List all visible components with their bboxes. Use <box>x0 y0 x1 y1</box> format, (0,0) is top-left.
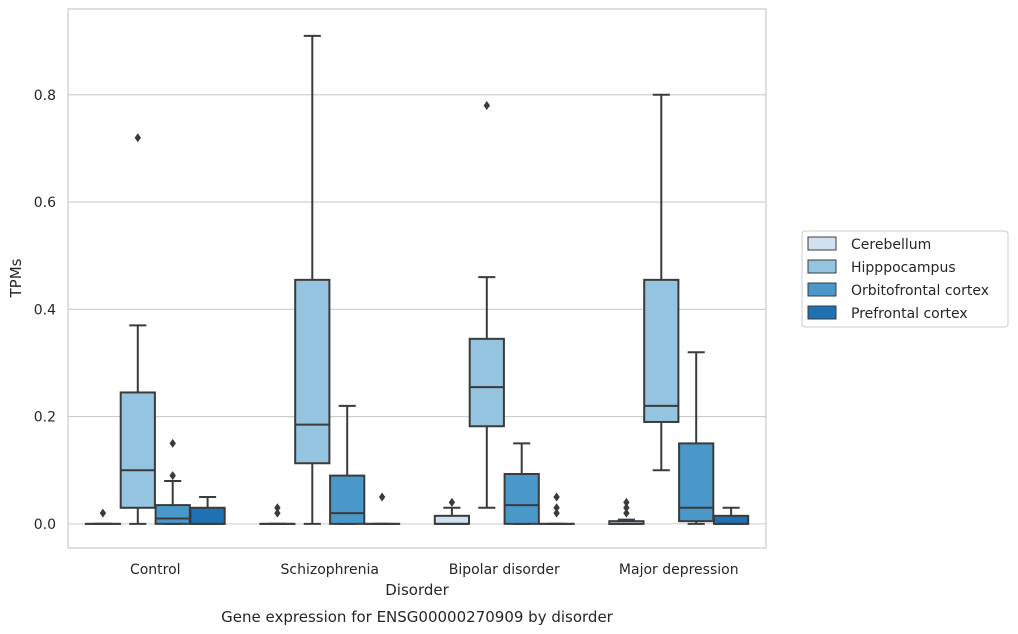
box-body <box>119 391 156 509</box>
outlier-point <box>448 497 456 507</box>
legend: Cerebellum Hipppocampus Orbitofrontal cort… <box>801 230 1009 328</box>
box-hipppocampus <box>119 133 156 525</box>
outlier-point <box>274 508 281 518</box>
outlier-point <box>483 101 490 111</box>
box-body <box>678 442 715 523</box>
y-tick-label: 0.0 <box>34 517 56 533</box>
outlier-point <box>623 503 630 513</box>
outlier-point <box>623 508 630 518</box>
box-body <box>189 506 226 525</box>
box-orbitofrontal-cortex <box>154 438 191 525</box>
box-hipppocampus <box>294 34 331 525</box>
y-tick-label: 0.8 <box>34 88 56 104</box>
outlier-point <box>553 503 560 513</box>
outlier-point <box>99 508 107 518</box>
box-prefrontal-cortex <box>712 506 750 525</box>
legend-swatch <box>807 282 837 297</box>
box-body <box>643 278 680 423</box>
chart-caption: Gene expression for ENSG00000270909 by d… <box>221 608 614 626</box>
legend-entry: Cerebellum <box>851 237 931 253</box>
x-axis-label: Disorder <box>385 581 449 599</box>
outlier-point <box>169 438 176 448</box>
box-prefrontal-cortex <box>189 496 226 525</box>
box-cerebellum <box>259 503 296 525</box>
y-axis-ticks: 0.0 0.2 0.4 0.6 0.8 <box>34 88 56 533</box>
box-orbitofrontal-cortex <box>503 442 540 525</box>
box-prefrontal-cortex <box>538 492 575 525</box>
outlier-point <box>553 492 560 502</box>
box-body <box>329 474 366 525</box>
legend-swatch <box>807 305 837 320</box>
y-tick-label: 0.4 <box>34 302 56 318</box>
boxes <box>84 34 750 525</box>
legend-swatch <box>807 259 837 274</box>
plot-frame <box>67 8 767 549</box>
box-body <box>712 514 750 525</box>
box-cerebellum <box>608 497 645 525</box>
box-body <box>433 514 471 525</box>
y-axis-label: TPMs <box>7 258 25 298</box>
y-tick-label: 0.2 <box>34 410 56 426</box>
box-body <box>154 504 191 525</box>
legend-entry: Orbitofrontal cortex <box>851 283 989 299</box>
y-tick-label: 0.6 <box>34 195 56 211</box>
box-hipppocampus <box>468 101 505 509</box>
outlier-point <box>169 471 176 481</box>
box-cerebellum <box>84 508 122 525</box>
x-tick-label: Bipolar disorder <box>449 562 560 578</box>
outlier-point <box>378 492 386 502</box>
box-body <box>294 278 331 465</box>
legend-entry: Prefrontal cortex <box>851 306 968 322</box>
x-tick-label: Schizophrenia <box>281 562 379 578</box>
legend-swatch <box>807 236 837 251</box>
x-axis-ticks: Control Schizophrenia Bipolar disorder Majo… <box>130 562 739 578</box>
x-tick-label: Major depression <box>619 562 739 578</box>
box-orbitofrontal-cortex <box>678 351 715 525</box>
outlier-point <box>623 497 630 507</box>
outlier-point <box>134 133 141 143</box>
box-prefrontal-cortex <box>363 492 401 525</box>
outlier-point <box>553 508 560 518</box>
box-hipppocampus <box>643 93 680 472</box>
x-tick-label: Control <box>130 562 181 578</box>
box-body <box>503 472 540 525</box>
outlier-point <box>274 503 281 513</box>
box-body <box>468 337 505 428</box>
box-orbitofrontal-cortex <box>329 404 366 525</box>
legend-frame <box>801 230 1009 328</box>
box-cerebellum <box>433 497 471 525</box>
legend-entry: Hipppocampus <box>851 260 956 276</box>
